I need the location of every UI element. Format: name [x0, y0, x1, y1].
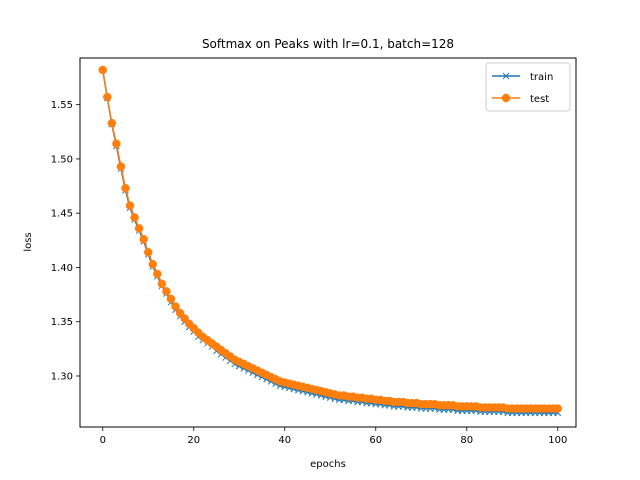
test-point: [130, 213, 139, 222]
test-point: [175, 308, 185, 318]
legend-test-dot-marker: [501, 93, 511, 103]
y-tick-label: 1.30: [51, 371, 73, 382]
legend-train-marker: [502, 72, 510, 80]
x-tick-label: 60: [369, 435, 382, 446]
test-point: [139, 234, 148, 244]
test-point: [157, 279, 167, 288]
test-point: [144, 248, 153, 257]
y-axis-label: loss: [23, 232, 34, 251]
chart-title: Softmax on Peaks with lr=0.1, batch=128: [202, 37, 454, 51]
x-tick-label: 100: [548, 435, 567, 446]
test-point: [116, 162, 126, 171]
test-point: [103, 92, 112, 102]
series-test: [98, 65, 563, 413]
y-tick-label: 1.45: [51, 209, 73, 220]
x-tick-label: 80: [460, 435, 473, 446]
y-tick-label: 1.40: [51, 263, 73, 274]
test-point: [171, 302, 180, 311]
test-point: [125, 201, 135, 210]
legend-test-marker: [501, 93, 511, 103]
test-point: [121, 183, 130, 193]
x-tick-label: 0: [100, 435, 106, 446]
legend-test-label: test: [530, 94, 549, 105]
legend-train-x-marker: [502, 72, 510, 80]
test-point: [162, 287, 171, 296]
test-point: [153, 269, 162, 279]
y-tick-label: 1.55: [51, 100, 73, 111]
test-point: [107, 118, 117, 128]
plot-frame: [79, 57, 577, 428]
series-layer: [98, 65, 563, 417]
legend: train test: [485, 62, 571, 112]
test-point: [166, 294, 176, 304]
x-axis: 0 20 40 60 80 100: [100, 427, 567, 446]
y-tick-label: 1.35: [51, 317, 73, 328]
x-tick-label: 20: [187, 435, 200, 446]
legend-train-label: train: [530, 72, 553, 83]
test-point: [148, 259, 158, 269]
x-axis-label: epochs: [310, 459, 346, 470]
y-tick-label: 1.50: [51, 154, 73, 165]
test-point: [553, 404, 563, 413]
test-point: [112, 139, 121, 148]
test-point: [180, 314, 189, 323]
legend-box: [485, 62, 571, 112]
y-axis: 1.30 1.35 1.40 1.45 1.50 1.55: [51, 100, 80, 382]
test-point: [134, 224, 144, 233]
test-point: [98, 65, 108, 75]
x-tick-label: 40: [278, 435, 291, 446]
